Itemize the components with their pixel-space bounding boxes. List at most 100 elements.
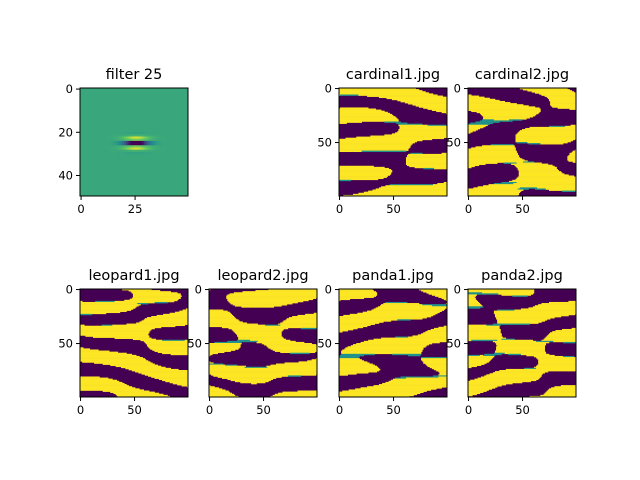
heatmap-cell <box>405 158 409 160</box>
heatmap-cell <box>542 350 545 352</box>
heatmap-cell <box>217 376 223 378</box>
heatmap-cell <box>143 151 147 155</box>
y-tick-label: 50 <box>446 136 461 150</box>
heatmap-cell <box>236 333 239 335</box>
heatmap-cell <box>554 331 576 333</box>
heatmap-cell <box>227 378 231 381</box>
heatmap-cell <box>80 378 111 381</box>
heatmap-cell <box>209 348 234 350</box>
heatmap-cell <box>152 127 156 131</box>
heatmap-image <box>80 88 188 196</box>
heatmap-cell <box>181 385 187 387</box>
heatmap-cell <box>154 132 158 135</box>
heatmap-cell <box>146 341 188 344</box>
heatmap-cell <box>226 377 275 379</box>
heatmap-cell <box>340 107 347 109</box>
heatmap-cell <box>278 392 281 395</box>
heatmap-cell <box>468 326 497 329</box>
heatmap-cell <box>518 134 576 136</box>
heatmap-cell <box>265 324 281 327</box>
heatmap-cell <box>149 347 152 349</box>
heatmap-cell <box>234 332 238 334</box>
heatmap-cell <box>428 343 433 345</box>
heatmap-cell <box>468 380 528 383</box>
heatmap-cell <box>516 162 534 164</box>
heatmap-cell <box>359 136 447 138</box>
heatmap-cell <box>280 328 284 331</box>
heatmap-cell <box>137 156 140 159</box>
heatmap-cell <box>415 89 420 91</box>
heatmap-cell <box>312 350 317 352</box>
heatmap-cell <box>405 161 409 163</box>
heatmap-cell <box>161 127 165 131</box>
heatmap-cell <box>555 169 558 171</box>
heatmap-cell <box>80 303 138 305</box>
heatmap-cell <box>282 322 317 324</box>
heatmap-cell <box>295 301 298 304</box>
heatmap-cell <box>266 345 271 347</box>
heatmap-cell <box>115 129 118 133</box>
heatmap-cell <box>132 295 136 297</box>
heatmap-cell <box>363 191 368 194</box>
heatmap-cell <box>134 305 139 307</box>
heatmap-cell <box>468 194 515 196</box>
heatmap-cell <box>117 395 121 397</box>
heatmap-cell <box>496 326 500 329</box>
heatmap-cell <box>430 108 447 110</box>
heatmap-cell <box>130 145 134 148</box>
heatmap-cell <box>117 156 121 159</box>
heatmap-cell <box>468 297 472 300</box>
heatmap-cell <box>431 305 447 307</box>
heatmap-cell <box>439 373 447 375</box>
heatmap-cell <box>518 172 523 174</box>
heatmap-cell <box>468 124 480 127</box>
heatmap-cell <box>126 147 129 151</box>
y-tick-label: 50 <box>446 337 461 351</box>
heatmap-cell <box>423 138 433 141</box>
heatmap-cell <box>154 140 158 144</box>
heatmap-image <box>209 289 317 397</box>
heatmap-cell <box>549 339 576 342</box>
heatmap-cell <box>141 320 146 322</box>
heatmap-cell <box>519 187 538 189</box>
heatmap-cell <box>146 317 152 319</box>
heatmap-cell <box>483 185 491 187</box>
heatmap-cell <box>80 332 148 334</box>
heatmap-cell <box>538 366 576 369</box>
heatmap-cell <box>437 387 442 389</box>
heatmap-cell <box>477 126 484 129</box>
heatmap-cell <box>180 384 188 386</box>
heatmap-cell <box>381 321 384 323</box>
heatmap-cell <box>408 158 447 160</box>
heatmap-cell <box>468 361 487 363</box>
heatmap-cell <box>565 174 569 176</box>
heatmap-cell <box>537 358 541 360</box>
heatmap-cell <box>139 132 143 135</box>
heatmap-cell <box>498 340 537 343</box>
heatmap-cell <box>143 154 147 157</box>
heatmap-cell <box>172 312 188 315</box>
heatmap-cell <box>159 351 188 354</box>
heatmap-cell <box>275 363 283 365</box>
heatmap-cell <box>339 170 389 172</box>
heatmap-cell <box>209 349 229 351</box>
heatmap-cell <box>396 122 408 124</box>
heatmap-cell <box>556 143 564 145</box>
heatmap-cell <box>509 119 523 121</box>
heatmap-cell <box>233 317 236 319</box>
heatmap-cell <box>225 390 229 392</box>
heatmap-cell <box>421 333 424 335</box>
heatmap-cell <box>497 320 501 322</box>
heatmap-cell <box>80 324 85 327</box>
heatmap-cell <box>141 138 145 142</box>
heatmap-cell <box>363 387 438 389</box>
heatmap-cell <box>468 150 515 153</box>
heatmap-cell <box>80 351 116 354</box>
heatmap-cell <box>432 366 447 369</box>
heatmap-cell <box>565 107 576 109</box>
heatmap-cell <box>157 351 161 354</box>
heatmap-cell <box>399 126 404 129</box>
heatmap-cell <box>279 331 282 333</box>
heatmap-cell <box>518 159 525 161</box>
